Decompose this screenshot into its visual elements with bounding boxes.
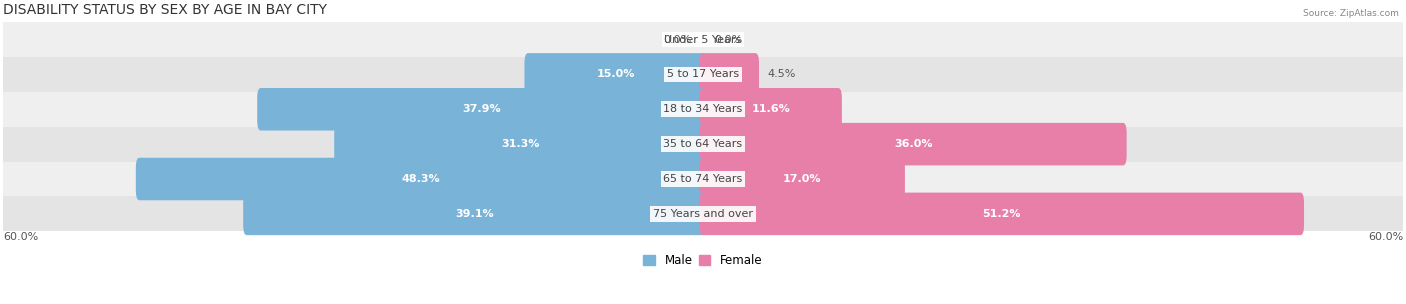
FancyBboxPatch shape [700,53,759,96]
Text: Source: ZipAtlas.com: Source: ZipAtlas.com [1303,9,1399,18]
Text: DISABILITY STATUS BY SEX BY AGE IN BAY CITY: DISABILITY STATUS BY SEX BY AGE IN BAY C… [3,3,326,17]
Bar [3,127,1403,161]
Bar [3,92,1403,127]
Text: 39.1%: 39.1% [456,209,494,219]
FancyBboxPatch shape [700,88,842,130]
Text: 60.0%: 60.0% [3,232,38,242]
Text: 15.0%: 15.0% [596,69,634,79]
Bar [3,196,1403,231]
Text: 11.6%: 11.6% [751,104,790,114]
FancyBboxPatch shape [243,193,706,235]
Legend: Male, Female: Male, Female [638,249,768,271]
Text: 60.0%: 60.0% [1368,232,1403,242]
FancyBboxPatch shape [700,158,905,200]
Text: 18 to 34 Years: 18 to 34 Years [664,104,742,114]
Bar [3,22,1403,57]
Text: 37.9%: 37.9% [463,104,501,114]
Text: 0.0%: 0.0% [664,35,692,45]
FancyBboxPatch shape [136,158,706,200]
Text: 75 Years and over: 75 Years and over [652,209,754,219]
Text: 35 to 64 Years: 35 to 64 Years [664,139,742,149]
FancyBboxPatch shape [335,123,706,165]
Text: Under 5 Years: Under 5 Years [665,35,741,45]
Bar [3,161,1403,196]
Text: 36.0%: 36.0% [894,139,932,149]
Text: 51.2%: 51.2% [983,209,1021,219]
Text: 0.0%: 0.0% [714,35,742,45]
Bar [3,57,1403,92]
Text: 4.5%: 4.5% [768,69,796,79]
Text: 48.3%: 48.3% [402,174,440,184]
Text: 65 to 74 Years: 65 to 74 Years [664,174,742,184]
FancyBboxPatch shape [257,88,706,130]
FancyBboxPatch shape [524,53,706,96]
Text: 5 to 17 Years: 5 to 17 Years [666,69,740,79]
Text: 31.3%: 31.3% [501,139,540,149]
Text: 17.0%: 17.0% [783,174,821,184]
FancyBboxPatch shape [700,193,1303,235]
FancyBboxPatch shape [700,123,1126,165]
